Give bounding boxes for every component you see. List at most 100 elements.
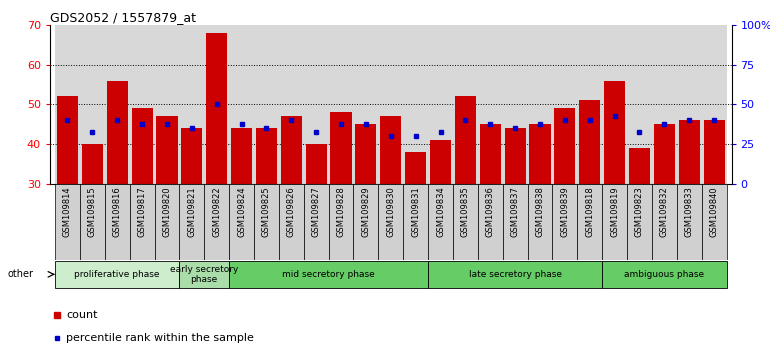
Bar bbox=[106, 81, 128, 184]
Bar bbox=[206, 33, 227, 184]
Text: GSM109823: GSM109823 bbox=[635, 186, 644, 237]
Text: other: other bbox=[8, 269, 34, 279]
Text: GSM109818: GSM109818 bbox=[585, 186, 594, 237]
Bar bbox=[378, 184, 403, 260]
Bar bbox=[602, 25, 627, 184]
Bar bbox=[478, 184, 503, 260]
Text: GSM109834: GSM109834 bbox=[436, 186, 445, 237]
Bar bbox=[329, 184, 353, 260]
Text: GSM109826: GSM109826 bbox=[286, 186, 296, 237]
Bar bbox=[279, 25, 303, 184]
Text: GSM109827: GSM109827 bbox=[312, 186, 320, 237]
Text: GSM109837: GSM109837 bbox=[511, 186, 520, 237]
Bar bbox=[478, 25, 503, 184]
Text: GSM109830: GSM109830 bbox=[387, 186, 395, 237]
Bar bbox=[701, 184, 727, 260]
Bar bbox=[303, 184, 329, 260]
Bar bbox=[231, 129, 252, 184]
Bar bbox=[229, 25, 254, 184]
Bar bbox=[428, 184, 453, 260]
Bar bbox=[504, 129, 526, 184]
Bar bbox=[55, 261, 179, 288]
Bar bbox=[254, 184, 279, 260]
Bar bbox=[181, 129, 203, 184]
Bar bbox=[129, 25, 155, 184]
Text: GSM109825: GSM109825 bbox=[262, 186, 271, 237]
Bar bbox=[503, 184, 527, 260]
Bar bbox=[652, 184, 677, 260]
Bar bbox=[428, 261, 602, 288]
Bar bbox=[403, 25, 428, 184]
Bar bbox=[330, 113, 352, 184]
Bar bbox=[430, 140, 451, 184]
Text: GSM109832: GSM109832 bbox=[660, 186, 669, 237]
Text: GSM109819: GSM109819 bbox=[610, 186, 619, 237]
Text: GSM109816: GSM109816 bbox=[112, 186, 122, 237]
Text: GDS2052 / 1557879_at: GDS2052 / 1557879_at bbox=[50, 11, 196, 24]
Bar bbox=[80, 184, 105, 260]
Bar bbox=[629, 148, 650, 184]
Bar bbox=[701, 25, 727, 184]
Text: proliferative phase: proliferative phase bbox=[75, 270, 160, 279]
Bar bbox=[105, 25, 129, 184]
Bar bbox=[403, 184, 428, 260]
Bar bbox=[353, 184, 378, 260]
Bar bbox=[554, 108, 575, 184]
Bar bbox=[428, 25, 453, 184]
Text: GSM109836: GSM109836 bbox=[486, 186, 495, 237]
Bar bbox=[329, 25, 353, 184]
Bar bbox=[256, 129, 277, 184]
Text: GSM109815: GSM109815 bbox=[88, 186, 97, 237]
Bar bbox=[155, 25, 179, 184]
Bar bbox=[604, 81, 625, 184]
Bar bbox=[57, 97, 78, 184]
Bar bbox=[105, 184, 129, 260]
Bar bbox=[453, 184, 478, 260]
Bar bbox=[677, 25, 701, 184]
Bar bbox=[306, 144, 326, 184]
Bar bbox=[579, 101, 601, 184]
Bar bbox=[82, 144, 103, 184]
Bar bbox=[578, 25, 602, 184]
Bar bbox=[355, 124, 377, 184]
Text: mid secretory phase: mid secretory phase bbox=[283, 270, 375, 279]
Bar bbox=[453, 25, 478, 184]
Text: GSM109828: GSM109828 bbox=[336, 186, 346, 237]
Text: GSM109831: GSM109831 bbox=[411, 186, 420, 237]
Bar bbox=[281, 116, 302, 184]
Bar bbox=[129, 184, 155, 260]
Bar bbox=[279, 184, 303, 260]
Text: GSM109814: GSM109814 bbox=[63, 186, 72, 237]
Bar bbox=[303, 25, 329, 184]
Bar bbox=[80, 25, 105, 184]
Bar bbox=[627, 184, 652, 260]
Bar bbox=[405, 152, 427, 184]
Bar bbox=[480, 124, 500, 184]
Text: GSM109840: GSM109840 bbox=[710, 186, 718, 237]
Text: ambiguous phase: ambiguous phase bbox=[624, 270, 705, 279]
Bar bbox=[527, 25, 552, 184]
Bar bbox=[530, 124, 551, 184]
Bar bbox=[602, 261, 727, 288]
Text: GSM109839: GSM109839 bbox=[561, 186, 569, 237]
Text: GSM109821: GSM109821 bbox=[187, 186, 196, 237]
Bar bbox=[179, 184, 204, 260]
Bar bbox=[627, 25, 652, 184]
Bar bbox=[229, 184, 254, 260]
Bar bbox=[455, 97, 476, 184]
Bar bbox=[179, 25, 204, 184]
Text: early secretory
phase: early secretory phase bbox=[170, 265, 239, 284]
Bar bbox=[132, 108, 152, 184]
Text: GSM109833: GSM109833 bbox=[685, 186, 694, 237]
Bar bbox=[527, 184, 552, 260]
Bar bbox=[353, 25, 378, 184]
Bar bbox=[378, 25, 403, 184]
Bar bbox=[677, 184, 701, 260]
Bar bbox=[578, 184, 602, 260]
Bar bbox=[678, 120, 700, 184]
Bar bbox=[179, 261, 229, 288]
Bar bbox=[155, 184, 179, 260]
Bar bbox=[552, 184, 578, 260]
Text: GSM109835: GSM109835 bbox=[461, 186, 470, 237]
Bar bbox=[55, 184, 80, 260]
